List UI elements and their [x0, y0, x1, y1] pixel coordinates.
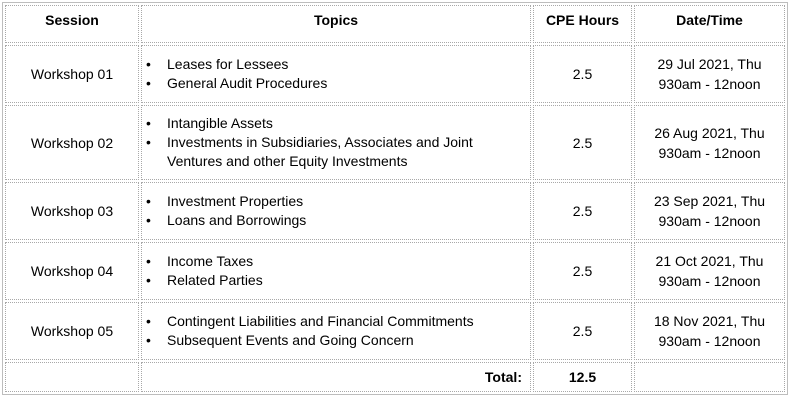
topics-list: Leases for Lessees General Audit Procedu…	[142, 55, 530, 93]
topic-item: Intangible Assets	[146, 114, 530, 133]
cpe-hours-cell: 2.5	[533, 302, 632, 360]
date-text: 18 Nov 2021, Thu	[653, 313, 766, 329]
topics-cell: Contingent Liabilities and Financial Com…	[141, 302, 531, 360]
header-date-time: Date/Time	[634, 5, 785, 43]
date-time-cell: 29 Jul 2021, Thu 930am - 12noon	[634, 45, 785, 103]
topics-cell: Intangible Assets Investments in Subsidi…	[141, 105, 531, 180]
cpe-hours-cell: 2.5	[533, 182, 632, 240]
total-empty-date-cell	[634, 362, 785, 392]
session-cell: Workshop 01	[5, 45, 139, 103]
topics-list: Investment Properties Loans and Borrowin…	[142, 192, 530, 230]
topic-item: Loans and Borrowings	[146, 211, 530, 230]
table-row: Workshop 01 Leases for Lessees General A…	[5, 45, 785, 103]
date-time-cell: 26 Aug 2021, Thu 930am - 12noon	[634, 105, 785, 180]
date-time-cell: 23 Sep 2021, Thu 930am - 12noon	[634, 182, 785, 240]
topic-item: Related Parties	[146, 271, 530, 290]
session-cell: Workshop 03	[5, 182, 139, 240]
topic-item: Investment Properties	[146, 192, 530, 211]
topic-item: Subsequent Events and Going Concern	[146, 331, 530, 350]
topic-item: Contingent Liabilities and Financial Com…	[146, 312, 530, 331]
schedule-table-container: Session Topics CPE Hours Date/Time Works…	[2, 2, 788, 395]
total-empty-cell	[5, 362, 139, 392]
time-text: 930am - 12noon	[658, 213, 761, 229]
total-label: Total:	[141, 362, 531, 392]
header-row: Session Topics CPE Hours Date/Time	[5, 5, 785, 43]
topics-cell: Investment Properties Loans and Borrowin…	[141, 182, 531, 240]
header-session: Session	[5, 5, 139, 43]
topics-cell: Income Taxes Related Parties	[141, 242, 531, 300]
date-text: 29 Jul 2021, Thu	[657, 56, 762, 72]
table-row: Workshop 03 Investment Properties Loans …	[5, 182, 785, 240]
topic-item: Leases for Lessees	[146, 55, 530, 74]
time-text: 930am - 12noon	[658, 333, 761, 349]
time-text: 930am - 12noon	[658, 273, 761, 289]
time-text: 930am - 12noon	[658, 144, 761, 161]
header-topics: Topics	[141, 5, 531, 43]
date-text: 26 Aug 2021, Thu	[654, 124, 765, 141]
date-time-cell: 18 Nov 2021, Thu 930am - 12noon	[634, 302, 785, 360]
table-row: Workshop 02 Intangible Assets Investment…	[5, 105, 785, 180]
topic-item: General Audit Procedures	[146, 74, 530, 93]
date-time-cell: 21 Oct 2021, Thu 930am - 12noon	[634, 242, 785, 300]
topics-cell: Leases for Lessees General Audit Procedu…	[141, 45, 531, 103]
session-cell: Workshop 02	[5, 105, 139, 180]
table-row: Workshop 05 Contingent Liabilities and F…	[5, 302, 785, 360]
topic-item: Income Taxes	[146, 252, 530, 271]
date-text: 23 Sep 2021, Thu	[653, 193, 766, 209]
topics-list: Intangible Assets Investments in Subsidi…	[142, 114, 530, 171]
topics-list: Contingent Liabilities and Financial Com…	[142, 312, 530, 350]
header-cpe-hours: CPE Hours	[533, 5, 632, 43]
cpe-hours-cell: 2.5	[533, 105, 632, 180]
total-row: Total: 12.5	[5, 362, 785, 392]
date-text: 21 Oct 2021, Thu	[655, 253, 764, 269]
topics-list: Income Taxes Related Parties	[142, 252, 530, 290]
workshop-schedule-table: Session Topics CPE Hours Date/Time Works…	[2, 2, 788, 395]
time-text: 930am - 12noon	[658, 76, 761, 92]
session-cell: Workshop 04	[5, 242, 139, 300]
session-cell: Workshop 05	[5, 302, 139, 360]
cpe-hours-cell: 2.5	[533, 242, 632, 300]
topic-item: Investments in Subsidiaries, Associates …	[146, 133, 530, 171]
total-cpe-hours: 12.5	[533, 362, 632, 392]
table-row: Workshop 04 Income Taxes Related Parties…	[5, 242, 785, 300]
cpe-hours-cell: 2.5	[533, 45, 632, 103]
